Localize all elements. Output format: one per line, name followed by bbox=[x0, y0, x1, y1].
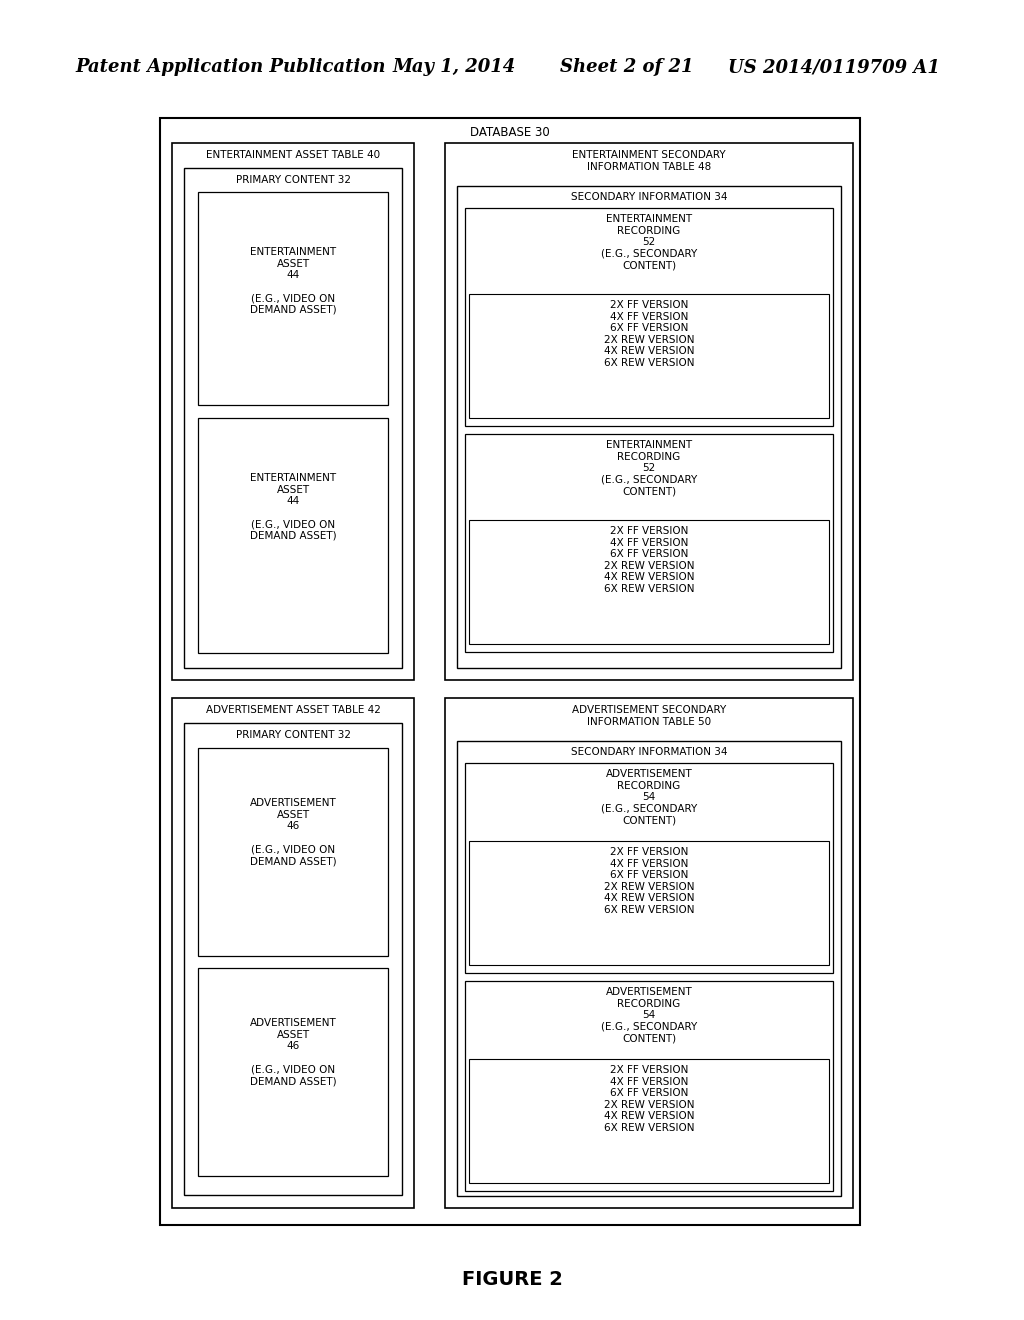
Bar bbox=[445, 143, 853, 680]
Text: May 1, 2014: May 1, 2014 bbox=[393, 58, 516, 77]
Text: ADVERTISEMENT ASSET TABLE 42: ADVERTISEMENT ASSET TABLE 42 bbox=[206, 705, 381, 715]
Text: US 2014/0119709 A1: US 2014/0119709 A1 bbox=[728, 58, 940, 77]
Text: ENTERTAINMENT SECONDARY
INFORMATION TABLE 48: ENTERTAINMENT SECONDARY INFORMATION TABL… bbox=[572, 150, 726, 172]
Bar bbox=[172, 143, 414, 680]
Text: ADVERTISEMENT
RECORDING
54
(E.G., SECONDARY
CONTENT): ADVERTISEMENT RECORDING 54 (E.G., SECOND… bbox=[601, 770, 697, 825]
Bar bbox=[457, 741, 841, 1196]
Bar bbox=[445, 698, 853, 1208]
Text: ADVERTISEMENT SECONDARY
INFORMATION TABLE 50: ADVERTISEMENT SECONDARY INFORMATION TABL… bbox=[571, 705, 726, 726]
Text: FIGURE 2: FIGURE 2 bbox=[462, 1270, 562, 1290]
Text: ENTERTAINMENT
ASSET
44

(E.G., VIDEO ON
DEMAND ASSET): ENTERTAINMENT ASSET 44 (E.G., VIDEO ON D… bbox=[250, 473, 336, 541]
Bar bbox=[469, 1059, 829, 1183]
Text: Patent Application Publication: Patent Application Publication bbox=[75, 58, 385, 77]
Bar bbox=[465, 981, 833, 1191]
Text: PRIMARY CONTENT 32: PRIMARY CONTENT 32 bbox=[236, 176, 350, 185]
Bar bbox=[184, 168, 402, 668]
Text: SECONDARY INFORMATION 34: SECONDARY INFORMATION 34 bbox=[570, 191, 727, 202]
Bar bbox=[465, 434, 833, 652]
Bar bbox=[198, 191, 388, 405]
Bar bbox=[198, 748, 388, 956]
Text: 2X FF VERSION
4X FF VERSION
6X FF VERSION
2X REW VERSION
4X REW VERSION
6X REW V: 2X FF VERSION 4X FF VERSION 6X FF VERSIO… bbox=[604, 525, 694, 594]
Text: 2X FF VERSION
4X FF VERSION
6X FF VERSION
2X REW VERSION
4X REW VERSION
6X REW V: 2X FF VERSION 4X FF VERSION 6X FF VERSIO… bbox=[604, 847, 694, 915]
Text: ENTERTAINMENT ASSET TABLE 40: ENTERTAINMENT ASSET TABLE 40 bbox=[206, 150, 380, 160]
Text: 2X FF VERSION
4X FF VERSION
6X FF VERSION
2X REW VERSION
4X REW VERSION
6X REW V: 2X FF VERSION 4X FF VERSION 6X FF VERSIO… bbox=[604, 1065, 694, 1133]
Bar bbox=[469, 294, 829, 418]
Bar bbox=[469, 520, 829, 644]
Text: ENTERTAINMENT
RECORDING
52
(E.G., SECONDARY
CONTENT): ENTERTAINMENT RECORDING 52 (E.G., SECOND… bbox=[601, 440, 697, 496]
Text: 2X FF VERSION
4X FF VERSION
6X FF VERSION
2X REW VERSION
4X REW VERSION
6X REW V: 2X FF VERSION 4X FF VERSION 6X FF VERSIO… bbox=[604, 300, 694, 368]
Bar bbox=[457, 186, 841, 668]
Text: ADVERTISEMENT
ASSET
46

(E.G., VIDEO ON
DEMAND ASSET): ADVERTISEMENT ASSET 46 (E.G., VIDEO ON D… bbox=[250, 1018, 336, 1086]
Bar bbox=[198, 418, 388, 653]
Text: PRIMARY CONTENT 32: PRIMARY CONTENT 32 bbox=[236, 730, 350, 741]
Text: DATABASE 30: DATABASE 30 bbox=[470, 125, 550, 139]
Bar bbox=[465, 209, 833, 426]
Text: Sheet 2 of 21: Sheet 2 of 21 bbox=[560, 58, 693, 77]
Text: ADVERTISEMENT
RECORDING
54
(E.G., SECONDARY
CONTENT): ADVERTISEMENT RECORDING 54 (E.G., SECOND… bbox=[601, 987, 697, 1043]
Text: SECONDARY INFORMATION 34: SECONDARY INFORMATION 34 bbox=[570, 747, 727, 756]
Bar bbox=[465, 763, 833, 973]
Text: ENTERTAINMENT
RECORDING
52
(E.G., SECONDARY
CONTENT): ENTERTAINMENT RECORDING 52 (E.G., SECOND… bbox=[601, 214, 697, 271]
Bar bbox=[172, 698, 414, 1208]
Text: ENTERTAINMENT
ASSET
44

(E.G., VIDEO ON
DEMAND ASSET): ENTERTAINMENT ASSET 44 (E.G., VIDEO ON D… bbox=[250, 247, 336, 315]
Bar bbox=[469, 841, 829, 965]
Text: ADVERTISEMENT
ASSET
46

(E.G., VIDEO ON
DEMAND ASSET): ADVERTISEMENT ASSET 46 (E.G., VIDEO ON D… bbox=[250, 799, 336, 866]
Bar bbox=[184, 723, 402, 1195]
Bar bbox=[160, 117, 860, 1225]
Bar bbox=[198, 968, 388, 1176]
